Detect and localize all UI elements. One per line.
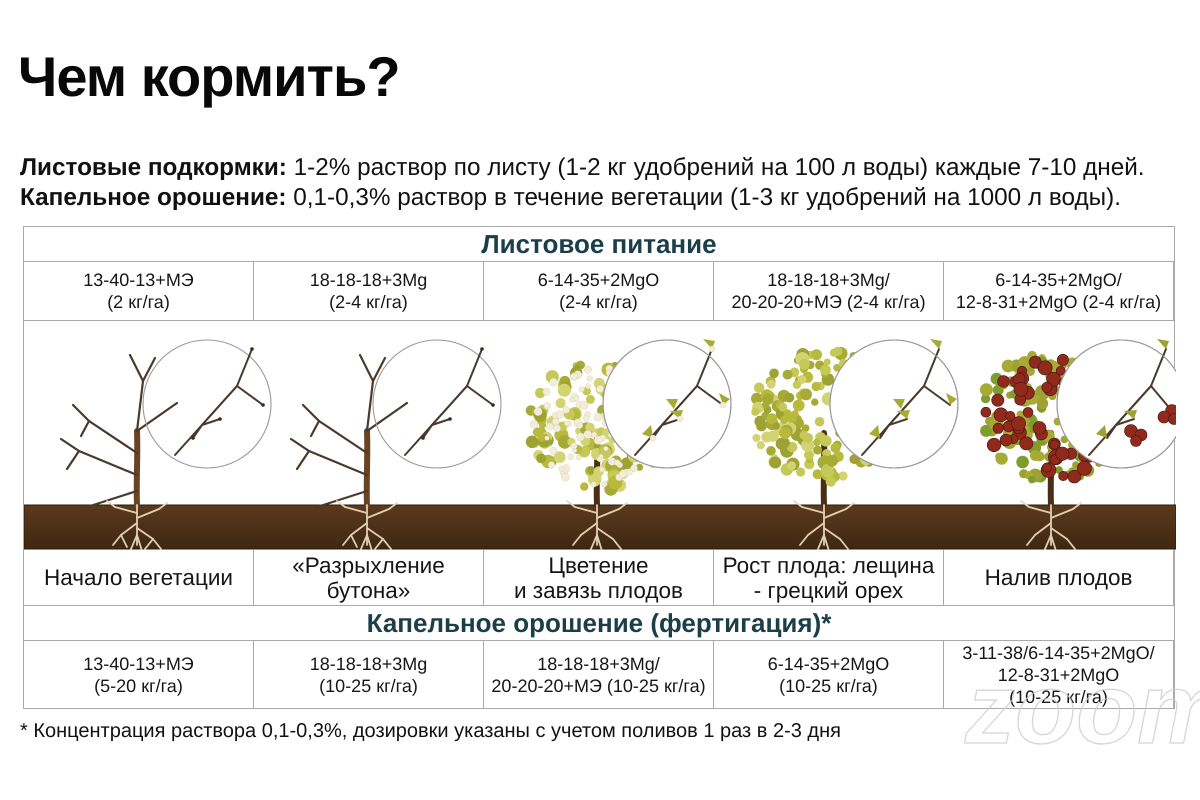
svg-text:zoom: zoom — [964, 653, 1200, 765]
